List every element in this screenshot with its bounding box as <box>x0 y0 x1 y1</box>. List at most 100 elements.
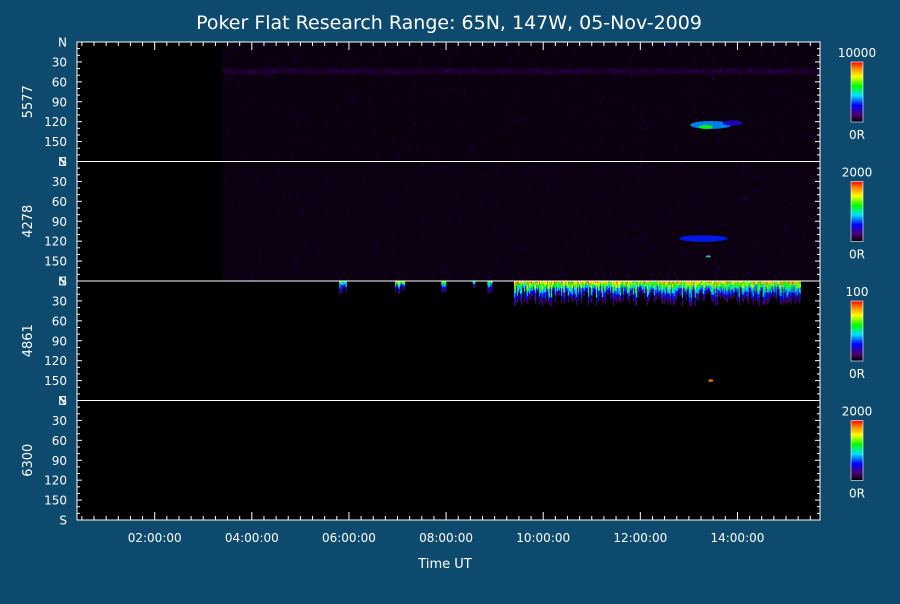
north-edge-pixel <box>584 281 587 283</box>
north-edge-pixel <box>744 291 746 294</box>
north-edge-pixel <box>663 299 666 304</box>
north-edge-pixel <box>397 281 399 283</box>
north-edge-pixel <box>750 281 752 285</box>
noise-pixel <box>613 72 615 74</box>
north-edge-pixel <box>621 281 624 283</box>
north-edge-pixel <box>602 288 605 291</box>
north-edge-pixel <box>554 298 557 303</box>
north-edge-pixel <box>574 287 577 292</box>
north-edge-pixel <box>720 290 723 293</box>
north-edge-pixel <box>711 287 714 292</box>
north-edge-pixel <box>635 285 638 290</box>
panel-wavelength-label: 5577 <box>21 85 36 118</box>
north-edge-pixel <box>607 283 610 286</box>
north-edge-pixel <box>792 295 794 299</box>
noise-pixel <box>325 214 327 217</box>
north-edge-pixel <box>782 284 784 290</box>
north-edge-pixel <box>735 286 737 290</box>
north-edge-pixel <box>632 297 635 302</box>
north-edge-pixel <box>616 283 619 286</box>
noise-pixel <box>512 161 515 163</box>
noise-pixel <box>575 71 578 73</box>
north-edge-pixel <box>629 292 632 296</box>
noise-pixel <box>680 163 682 165</box>
noise-pixel <box>750 69 752 71</box>
x-tick-label: 06:00:00 <box>322 531 376 545</box>
north-edge-pixel <box>685 294 688 298</box>
noise-pixel <box>696 64 699 67</box>
north-edge-pixel <box>779 284 781 289</box>
north-edge-pixel <box>732 295 734 300</box>
noise-pixel <box>444 166 446 168</box>
north-edge-pixel <box>636 285 639 288</box>
north-edge-pixel <box>753 285 755 288</box>
colorbar-max-label: 100 <box>846 285 869 299</box>
north-edge-pixel <box>669 292 672 298</box>
noise-pixel <box>400 73 402 75</box>
north-edge-pixel <box>745 283 747 287</box>
north-edge-pixel <box>688 301 691 306</box>
noise-pixel <box>228 80 230 82</box>
north-edge-pixel <box>564 281 567 283</box>
north-edge-pixel <box>793 288 795 291</box>
north-edge-pixel <box>721 283 724 287</box>
north-edge-pixel <box>727 286 729 290</box>
north-edge-pixel <box>783 282 785 286</box>
north-edge-pixel <box>644 290 647 294</box>
noise-pixel <box>510 279 513 281</box>
north-edge-pixel <box>544 281 546 285</box>
north-edge-pixel <box>552 281 555 283</box>
north-edge-pixel <box>532 293 534 296</box>
north-edge-pixel <box>604 281 607 285</box>
north-edge-pixel <box>758 289 760 294</box>
north-edge-pixel <box>517 288 519 293</box>
north-edge-pixel <box>709 292 712 296</box>
north-edge-pixel <box>443 286 445 289</box>
north-edge-pixel <box>602 281 605 284</box>
north-edge-pixel <box>571 294 574 299</box>
north-edge-pixel <box>642 284 645 288</box>
north-edge-pixel <box>733 288 735 292</box>
north-edge-pixel <box>771 287 773 290</box>
north-edge-pixel <box>719 292 722 297</box>
noise-pixel <box>647 73 649 75</box>
noise-pixel <box>228 78 230 81</box>
noise-pixel <box>778 115 781 117</box>
north-edge-pixel <box>702 284 705 288</box>
north-edge-pixel <box>772 281 774 284</box>
north-edge-pixel <box>773 286 775 290</box>
north-edge-pixel <box>738 281 740 286</box>
north-edge-pixel <box>645 286 648 289</box>
north-edge-pixel <box>555 286 558 289</box>
north-edge-pixel <box>594 285 597 288</box>
north-edge-pixel <box>473 282 476 284</box>
north-edge-pixel <box>547 292 549 296</box>
north-edge-pixel <box>667 296 670 301</box>
north-edge-pixel <box>604 284 607 289</box>
noise-pixel <box>576 211 578 213</box>
noise-pixel <box>700 139 702 141</box>
noise-pixel <box>626 241 629 243</box>
noise-pixel <box>707 73 709 75</box>
north-edge-pixel <box>662 289 665 293</box>
north-edge-pixel <box>599 284 602 287</box>
noise-pixel <box>446 69 449 72</box>
north-edge-pixel <box>611 292 614 296</box>
north-edge-pixel <box>568 288 571 292</box>
north-edge-pixel <box>797 281 799 284</box>
north-edge-pixel <box>582 293 585 297</box>
north-edge-pixel <box>728 282 730 286</box>
north-edge-pixel <box>527 288 529 293</box>
north-edge-pixel <box>646 284 649 290</box>
noise-pixel <box>295 56 297 58</box>
noise-pixel <box>803 97 806 100</box>
noise-pixel <box>412 87 414 89</box>
north-edge-pixel <box>653 284 656 289</box>
noise-pixel <box>495 68 497 70</box>
noise-pixel <box>470 148 473 150</box>
north-edge-pixel <box>684 286 687 290</box>
north-edge-pixel <box>563 281 566 286</box>
north-edge-pixel <box>488 289 490 293</box>
north-edge-pixel <box>753 281 755 284</box>
noise-pixel <box>399 197 401 199</box>
